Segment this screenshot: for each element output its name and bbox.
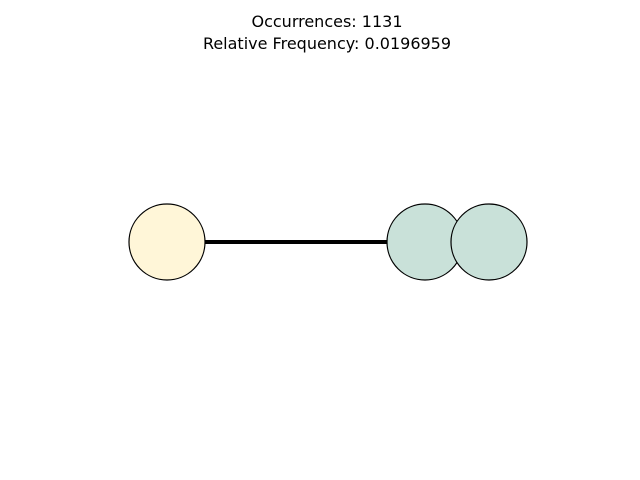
nodes-layer bbox=[128, 203, 528, 281]
node-a bbox=[128, 203, 206, 281]
title-occurrences: Occurrences: 1131 bbox=[251, 12, 402, 31]
node-c bbox=[450, 203, 528, 281]
title-relative-frequency: Relative Frequency: 0.0196959 bbox=[203, 34, 451, 53]
